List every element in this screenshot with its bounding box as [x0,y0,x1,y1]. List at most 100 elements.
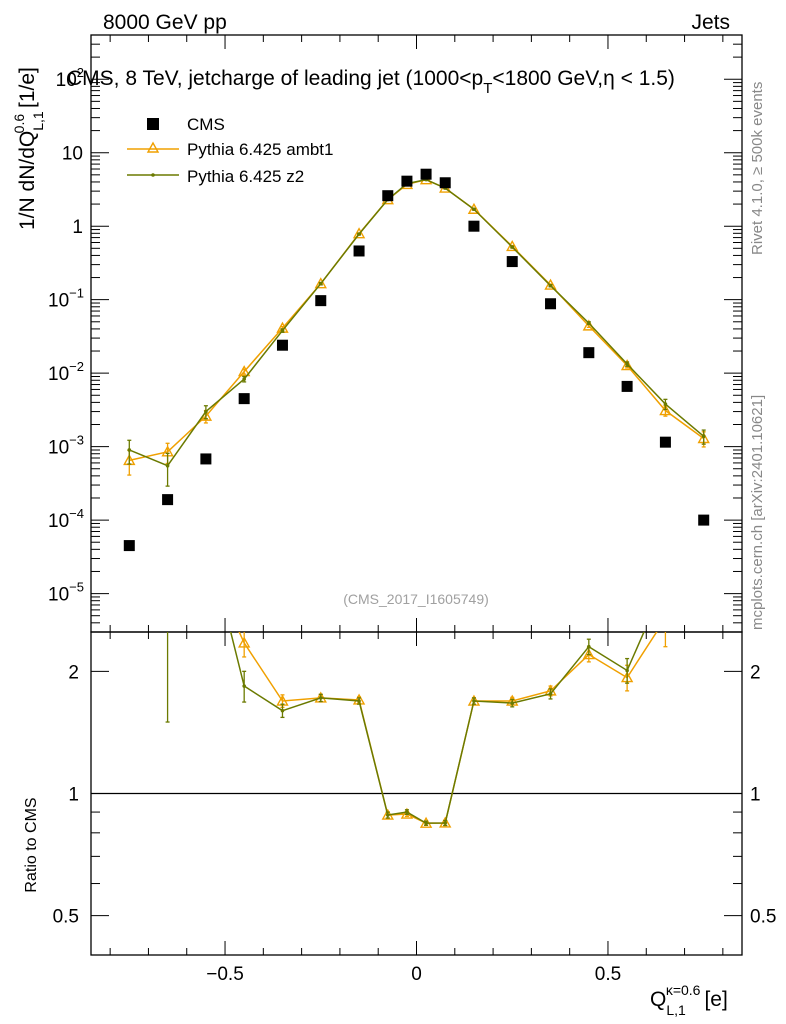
ratio-z2-point [357,699,361,703]
ratio-ambt1-point [699,338,709,347]
z2-point [587,321,591,325]
legend-ambt1-label: Pythia 6.425 ambt1 [187,140,333,159]
ratio-ambt1-point [660,613,670,622]
cms-point [123,540,135,552]
y-tick-label: 10 [62,144,83,165]
z2-line [129,178,705,467]
ratio-z2-point [548,692,553,696]
y-tick-label: 1 [72,217,83,238]
cms-point [353,245,365,257]
ratio-z2-point [204,531,208,535]
legend-ambt1-marker [146,141,160,153]
cms-point [162,494,174,506]
z2-point [357,232,361,236]
ratio-z2-line [229,632,645,824]
ratio-z2-point [510,701,515,705]
ratio-z2-point [472,699,476,703]
ambt1-point [659,404,672,416]
y-tick-label: 10−2 [48,359,84,385]
ratio-z2-point [405,810,409,814]
z2-point [280,328,285,333]
header-left: 8000 GeV pp [103,11,227,34]
chart-title: CMS, 8 TeV, jetcharge of leading jet (10… [67,67,675,97]
cms-point [621,380,633,392]
rivet-label: Rivet 4.1.0, ≥ 500k events [749,82,766,255]
ambt1-point [467,202,481,214]
header-right: Jets [691,11,730,34]
cms-point [659,436,671,448]
z2-point [548,283,553,288]
z2-point [318,281,323,286]
ratio-z2-point [318,696,323,700]
y-tick-label: 10−3 [48,433,84,459]
ambt1-point [544,278,557,290]
watermark: (CMS_2017_I1605749) [343,591,489,607]
ambt1-point [620,359,634,371]
z2-point [510,245,515,249]
ratio-z2-point [127,264,131,268]
legend: CMS Pythia 6.425 ambt1 Pythia 6.425 z2 [127,115,333,186]
ratio-y-tick-label: 2 [68,662,79,683]
cms-point [506,256,518,268]
ambt1-point [237,365,251,377]
cms-point [545,298,557,310]
cms-point [401,175,413,187]
cms-point [439,177,451,189]
z2-point [625,362,629,366]
ratio-ambt1-line [238,632,658,824]
ratio-ambt1-point [124,318,134,327]
ratio-y-tick-label-right: 1 [750,785,761,806]
ratio-ambt1-point [582,648,596,660]
ratio-ambt1-point [163,523,173,532]
x-tick-label: 0.5 [595,964,621,985]
ratio-z2-point [664,581,668,585]
x-tick-label: 0 [411,964,422,985]
ratio-z2-point [587,644,591,649]
legend-z2-label: Pythia 6.425 z2 [187,167,304,186]
cms-point [200,453,212,465]
ratio-z2-point [625,668,629,673]
ratio-y-tick-label-right: 0.5 [750,907,776,928]
cms-point [315,295,327,307]
ambt1-point [352,227,366,239]
mcplots-label: mcplots.cern.ch [arXiv:2401.10621] [749,395,766,630]
y-tick-label: 10−1 [48,286,84,312]
cms-point [420,168,432,180]
ratio-ambt1-point [201,553,211,562]
legend-cms-marker [147,118,159,130]
cms-point [382,190,394,202]
ratio-z2-point [702,329,706,333]
y-tick-label: 10−5 [48,580,84,606]
cms-point [468,220,480,232]
z2-point [165,463,170,468]
x-tick-label: −0.5 [206,964,244,985]
ratio-y-tick-label: 0.5 [53,907,79,928]
y-axis-label: 1/N dN/dQL,10.6 [1/e] [11,67,46,230]
ratio-z2-point [424,821,428,825]
legend-z2-marker [151,173,155,177]
y-tick-label: 10−4 [48,506,84,532]
ambt1-point [506,240,519,252]
ambt1-point [314,277,327,289]
ratio-z2-point [385,813,390,817]
ratio-y-tick-label: 1 [68,785,79,806]
z2-point [127,448,132,452]
y-tick-label: 102 [56,65,84,91]
legend-cms-label: CMS [187,115,225,134]
ratio-z2-point [280,708,285,713]
z2-point [204,409,208,414]
cms-point [276,339,288,351]
cms-point [238,393,250,405]
ratio-y-label: Ratio to CMS [23,797,40,892]
cms-point [698,514,710,526]
ratio-z2-point [166,604,170,608]
ratio-ambt1-point [237,636,251,648]
z2-point [663,402,668,406]
z2-point [701,434,706,439]
ratio-z2-point [242,684,246,688]
ratio-y-tick-label-right: 2 [750,662,761,683]
cms-point [583,347,595,359]
x-axis-label: QL,1κ=0.6 [e] [650,982,728,1018]
ambt1-line [129,178,705,462]
